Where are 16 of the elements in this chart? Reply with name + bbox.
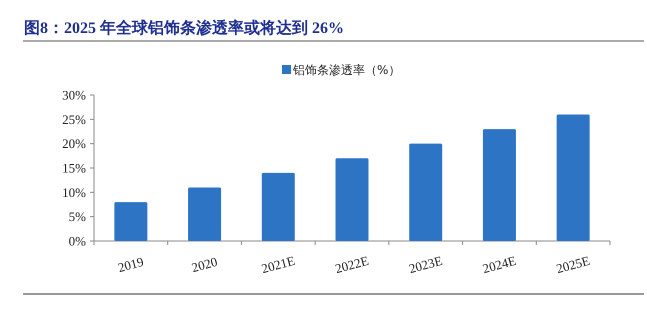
x-tick-label: 2019 [116, 254, 146, 276]
x-tick-label: 2022E [334, 252, 370, 276]
y-tick-label: 20% [62, 136, 86, 152]
legend: 铝饰条渗透率（%） [282, 63, 400, 77]
y-tick-label: 0% [68, 234, 86, 248]
y-tick-label: 15% [62, 160, 86, 176]
y-tick-label: 5% [68, 209, 86, 224]
title: 图8：2025 年全球铝饰条渗透率或将达到 26% [24, 20, 344, 37]
y-tick-label: 10% [62, 184, 86, 200]
x-tick-label: 2024E [480, 252, 518, 276]
y-tick-label: 30% [62, 88, 86, 102]
y-tick-label: 25% [62, 112, 86, 127]
x-tick-label: 2021E [260, 252, 297, 276]
x-tick-label: 2025E [554, 252, 592, 276]
x-tick-label: 2020 [190, 254, 219, 276]
x-tick-label: 2023E [407, 252, 444, 276]
